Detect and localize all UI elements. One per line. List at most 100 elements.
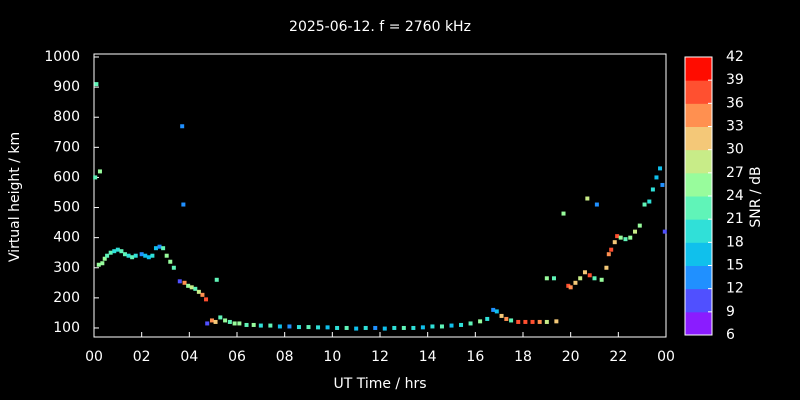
x-tick-label: 04 [180,349,198,365]
data-point [150,253,155,258]
data-point [186,283,191,288]
data-point [373,325,378,330]
data-point [96,262,101,267]
data-point [94,82,99,87]
data-point [108,250,113,255]
data-point [660,182,665,187]
data-point [637,223,642,228]
data-point [306,325,311,330]
data-point [544,319,549,324]
y-tick-label: 600 [53,169,80,185]
data-point [119,249,124,254]
data-point [654,175,659,180]
data-point [205,321,210,326]
data-point [439,324,444,329]
colorbar-tick-label: 42 [726,49,744,65]
x-tick-label: 12 [371,349,389,365]
data-point [478,319,483,324]
x-axis-label: UT Time / hrs [333,376,426,392]
data-point [544,276,549,281]
data-point [193,286,198,291]
data-point [258,323,263,328]
data-point [251,322,256,327]
data-point [277,324,282,329]
colorbar-tick-label: 39 [726,72,744,88]
data-point [296,325,301,330]
colorbar-band [685,219,712,243]
data-point [237,321,242,326]
x-tick-label: 16 [466,349,484,365]
colorbar-band [685,103,712,127]
x-tick-label: 10 [323,349,341,365]
colorbar-tick-label: 27 [726,165,744,181]
colorbar-band [685,57,712,81]
x-tick-label: 22 [609,349,627,365]
colorbar-band [685,149,712,174]
colorbar-tick-label: 9 [726,304,735,320]
data-point [650,187,655,192]
y-tick-label: 800 [53,109,80,125]
data-point [604,265,609,270]
data-point [157,244,162,249]
colorbar-tick-label: 21 [726,211,744,227]
y-axis-label: Virtual height / km [7,132,23,262]
x-tick-label: 06 [228,349,246,365]
data-point [585,196,590,201]
x-tick-label: 18 [514,349,532,365]
data-point [189,285,194,290]
colorbar-band [685,126,712,151]
data-point [642,202,647,207]
data-point [115,247,120,252]
y-tick-label: 700 [53,139,80,155]
data-point [153,246,158,251]
data-point [161,246,166,251]
y-tick-label: 500 [53,200,80,216]
data-point [139,252,144,257]
data-point [112,249,117,254]
data-point [459,322,464,327]
data-point [587,273,592,278]
data-point [554,319,559,324]
data-point [582,270,587,275]
data-point [213,319,218,324]
data-point [382,326,387,331]
colorbar-band [685,265,712,290]
data-point [491,307,496,312]
data-point [516,319,521,324]
data-point [180,124,185,129]
data-point [344,325,349,330]
data-point [164,253,169,258]
data-point [200,292,205,297]
x-tick-label: 02 [133,349,151,365]
data-point [606,252,611,257]
y-tick-label: 900 [53,79,80,95]
data-point [401,325,406,330]
data-point [209,318,214,323]
colorbar-band [685,288,712,313]
data-point [171,265,176,270]
colorbar-tick-label: 24 [726,188,744,204]
data-point [411,325,416,330]
data-point [105,253,110,258]
data-point [561,211,566,216]
data-point [662,229,667,234]
x-tick-label: 00 [85,349,103,365]
data-point [102,256,107,261]
colorbar-band [685,242,712,266]
data-point [204,297,209,302]
data-point [130,255,135,260]
data-point [146,255,151,260]
data-point [218,315,223,320]
chart-title: 2025-06-12. f = 2760 kHz [289,19,471,35]
data-point [647,199,652,204]
data-point [354,326,359,331]
data-point [133,253,138,258]
colorbar-band [685,196,712,220]
data-point [126,253,131,258]
y-tick-label: 1000 [44,49,80,65]
data-point [633,229,638,234]
data-point [93,175,98,180]
data-point [551,276,556,281]
